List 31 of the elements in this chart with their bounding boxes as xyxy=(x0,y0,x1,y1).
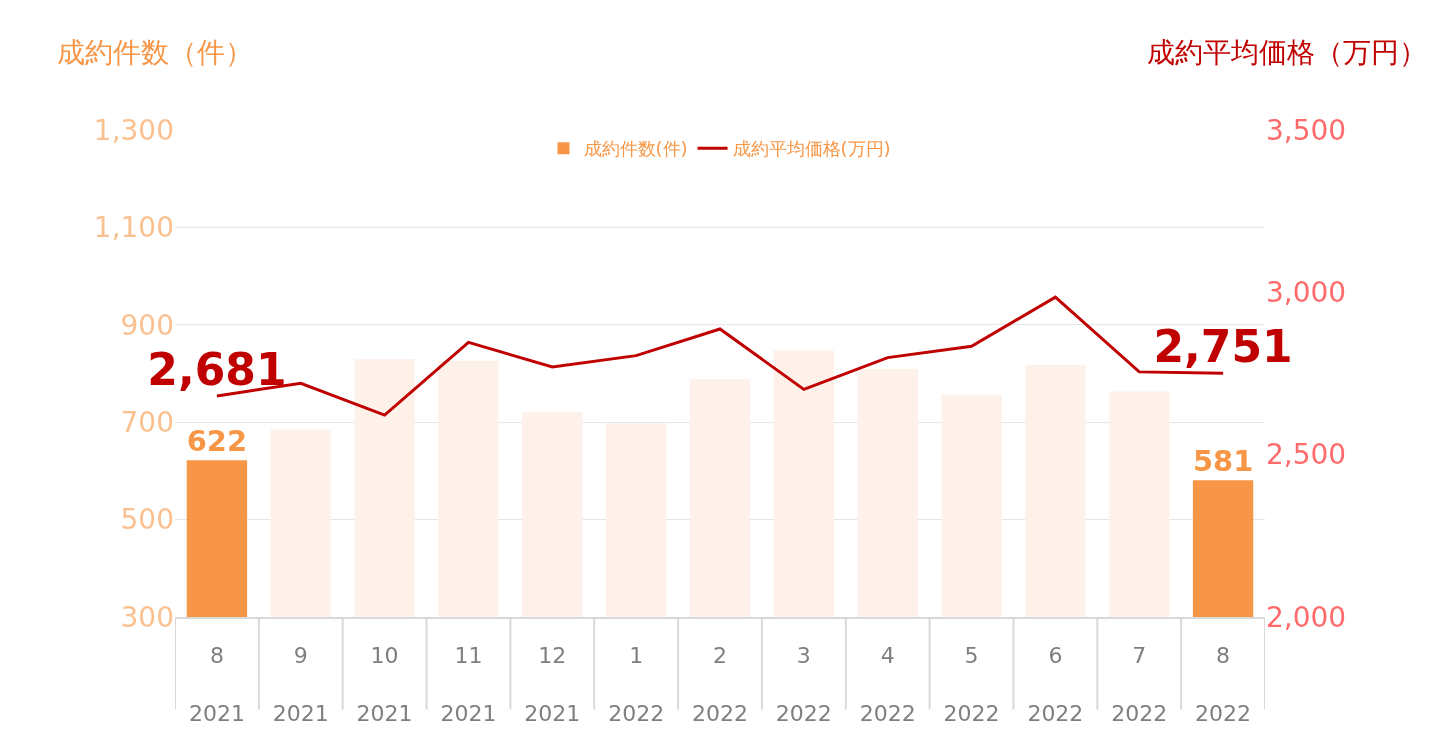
category-label: 5 2022 xyxy=(943,643,1000,726)
category-label: 8 2021 xyxy=(188,643,245,726)
category-label: 8 2022 xyxy=(1195,643,1252,726)
category-label: 2 2022 xyxy=(692,643,748,726)
y2-tick-label: 2,000 xyxy=(1266,600,1347,634)
category-label: 1 2022 xyxy=(608,643,665,726)
legend-label: 成約件数(件) xyxy=(583,138,688,160)
category-label: 11 2021 xyxy=(440,643,497,726)
data-label: 2,751 xyxy=(1153,321,1293,373)
category-label: 4 2022 xyxy=(859,643,916,726)
category-label: 12 2021 xyxy=(524,643,581,726)
y-tick-label: 1,100 xyxy=(93,211,174,245)
category-label: 6 2022 xyxy=(1027,643,1084,726)
data-label: 622 xyxy=(186,423,248,458)
category-label: 7 2022 xyxy=(1111,643,1168,726)
y-tick-label: 500 xyxy=(120,503,174,537)
y2-tick-label: 3,000 xyxy=(1266,276,1347,310)
y-tick-label: 300 xyxy=(120,600,174,634)
y2-tick-label: 2,500 xyxy=(1266,438,1347,472)
y-tick-label: 700 xyxy=(120,406,174,439)
data-label: 2,681 xyxy=(147,343,287,395)
category-label: 3 2022 xyxy=(775,643,832,726)
y-tick-label: 1,300 xyxy=(93,113,174,147)
category-label: 9 2021 xyxy=(272,643,329,726)
y2-tick-label: 3,500 xyxy=(1266,113,1347,147)
y2-axis-title: 成約平均価格（万円） xyxy=(1147,36,1427,69)
data-label: 581 xyxy=(1192,443,1254,478)
category-label: 10 2021 xyxy=(356,643,413,726)
y-axis-title: 成約件数（件） xyxy=(57,36,253,69)
y-tick-label: 900 xyxy=(120,308,174,342)
legend-label: 成約平均価格(万円) xyxy=(732,138,891,160)
